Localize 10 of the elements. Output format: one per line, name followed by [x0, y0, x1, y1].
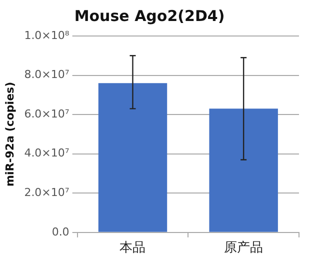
y-tick-label: 8.0×10⁷: [24, 68, 70, 82]
y-tick-label: 1.0×10⁸: [24, 28, 70, 42]
y-tick-label: 4.0×10⁷: [24, 146, 70, 160]
y-axis-title: miR-92a (copies): [3, 82, 16, 187]
x-tick-label: 本品: [120, 240, 146, 256]
x-tick-label: 原产品: [224, 240, 264, 256]
y-tick-label: 0.0: [52, 225, 70, 238]
y-tick-label: 2.0×10⁷: [24, 186, 70, 199]
y-tick-label: 6.0×10⁷: [24, 107, 70, 120]
chart-title: Mouse Ago2(2D4): [74, 6, 225, 25]
